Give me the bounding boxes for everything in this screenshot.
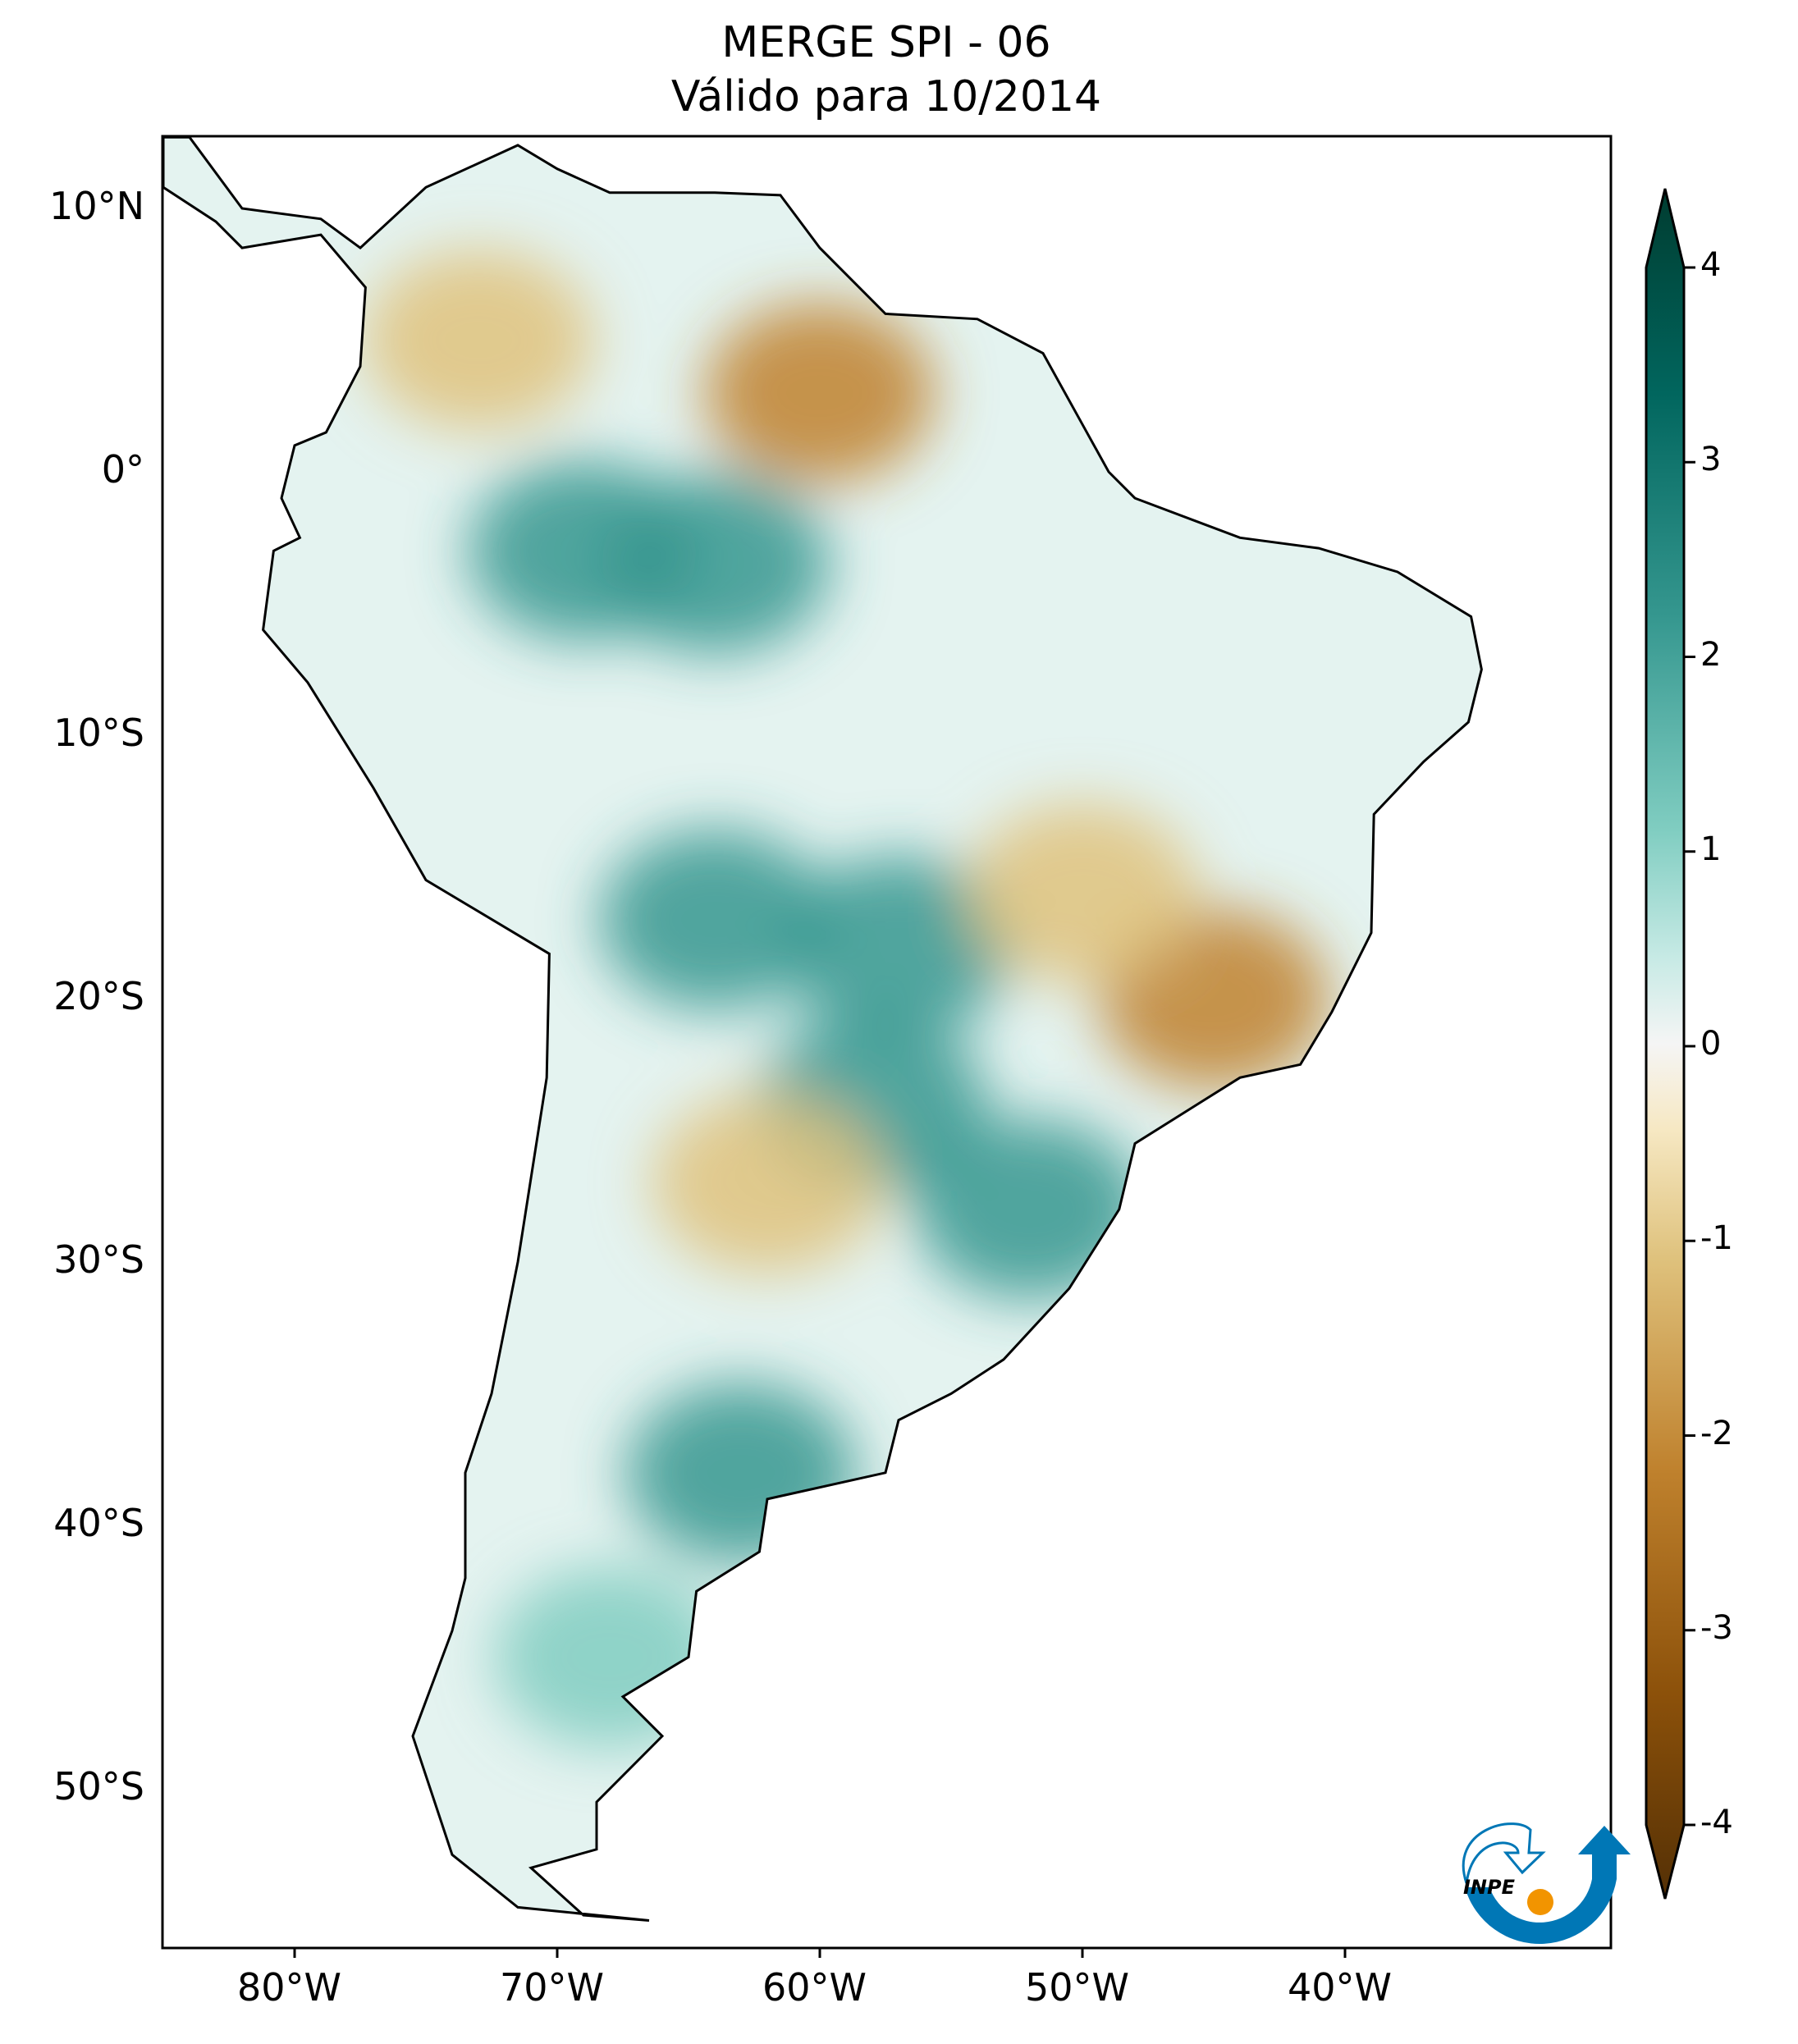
y-tick-label: 40°S [53, 1501, 144, 1545]
spi-region-pantanal [784, 855, 1013, 1036]
y-tick-label: 10°N [49, 184, 144, 228]
spi-region-patagonia [495, 1566, 725, 1748]
colorbar-tick-label: -3 [1700, 1608, 1733, 1647]
spi-field [163, 137, 1482, 1921]
colorbar-tick-label: 0 [1700, 1025, 1722, 1063]
spi-region-goi-s [968, 803, 1197, 984]
spi-region-northern-amazon-venezuela [705, 302, 935, 483]
coastline [162, 135, 1483, 1922]
spi-region-bolivia [600, 829, 830, 1010]
y-tick-label: 0° [101, 447, 144, 492]
y-tick-label: 20°S [53, 974, 144, 1018]
x-tick-label: 60°W [762, 1965, 867, 2010]
colorbar-tick-label: -2 [1700, 1414, 1733, 1452]
colorbar-tick-label: 4 [1700, 246, 1722, 284]
spi-region-argentina-center [652, 1092, 882, 1273]
x-tick-label: 80°W [237, 1965, 342, 2010]
colorbar-tick-label: -1 [1700, 1219, 1733, 1258]
title-line-1: MERGE SPI - 06 [721, 18, 1051, 67]
x-tick-label: 70°W [500, 1965, 605, 2010]
y-tick-label: 50°S [53, 1764, 144, 1809]
colorbar-tick-label: 2 [1700, 635, 1722, 674]
colorbar-tick-label: 3 [1700, 441, 1722, 479]
spi-region-colombia-east [364, 249, 593, 431]
colorbar-tick-label: -4 [1700, 1804, 1733, 1841]
spi-region-buenos-aires-south [626, 1382, 856, 1563]
svg-text:INPE: INPE [1463, 1876, 1516, 1899]
x-tick-label: 50°W [1025, 1965, 1130, 2010]
x-tick-label: 40°W [1288, 1965, 1393, 2010]
colorbar [1645, 188, 1686, 1900]
inpe-logo: INPE [1462, 1822, 1631, 1944]
title-line-2: Válido para 10/2014 [670, 72, 1102, 121]
spi-region-western-amazon [469, 460, 698, 642]
map-frame [161, 135, 1613, 1950]
colorbar-tick-label: 1 [1700, 830, 1722, 868]
spi-region-santa-catarina-rs [915, 1118, 1145, 1300]
y-tick-label: 30°S [53, 1237, 144, 1282]
y-tick-label: 10°S [53, 711, 144, 755]
